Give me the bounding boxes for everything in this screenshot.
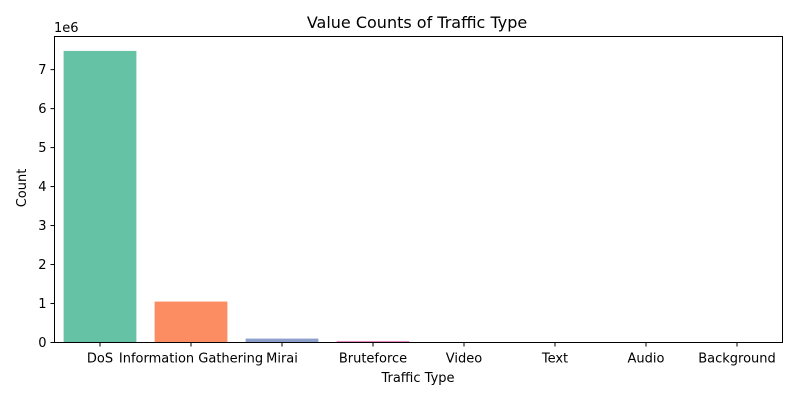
y-tick-label: 0	[38, 336, 46, 351]
x-tick-label: Video	[446, 352, 482, 367]
y-tick-label: 1	[38, 297, 46, 312]
x-tick-label: Text	[541, 352, 568, 367]
chart-title: Value Counts of Traffic Type	[307, 13, 527, 32]
y-tick-label: 5	[38, 141, 46, 156]
bar-information-gathering	[154, 301, 228, 343]
bar-mirai	[245, 338, 319, 343]
bar-bruteforce	[336, 340, 410, 343]
x-tick-label: Mirai	[266, 352, 298, 367]
y-ticks-group: 0 1 2 3 4 5 6 7	[38, 63, 55, 351]
y-tick-label: 4	[38, 180, 46, 195]
plot-frame	[54, 36, 783, 343]
x-ticks-group: DoS Information Gathering Mirai Bruteforce V…	[87, 342, 776, 367]
x-axis-label: Traffic Type	[380, 371, 454, 386]
y-scale-label: 1e6	[54, 21, 79, 36]
bar-dos	[63, 50, 137, 343]
x-tick-label: DoS	[87, 352, 113, 367]
bars-group	[63, 50, 774, 343]
y-axis-label: Count	[15, 169, 30, 208]
y-tick-label: 7	[38, 63, 46, 78]
y-tick-label: 3	[38, 219, 46, 234]
y-tick-label: 2	[38, 258, 46, 273]
y-tick-label: 6	[38, 102, 46, 117]
x-tick-label: Information Gathering	[119, 352, 263, 367]
x-tick-label: Background	[698, 352, 776, 367]
x-tick-label: Bruteforce	[339, 352, 407, 367]
x-tick-label: Audio	[628, 352, 665, 367]
